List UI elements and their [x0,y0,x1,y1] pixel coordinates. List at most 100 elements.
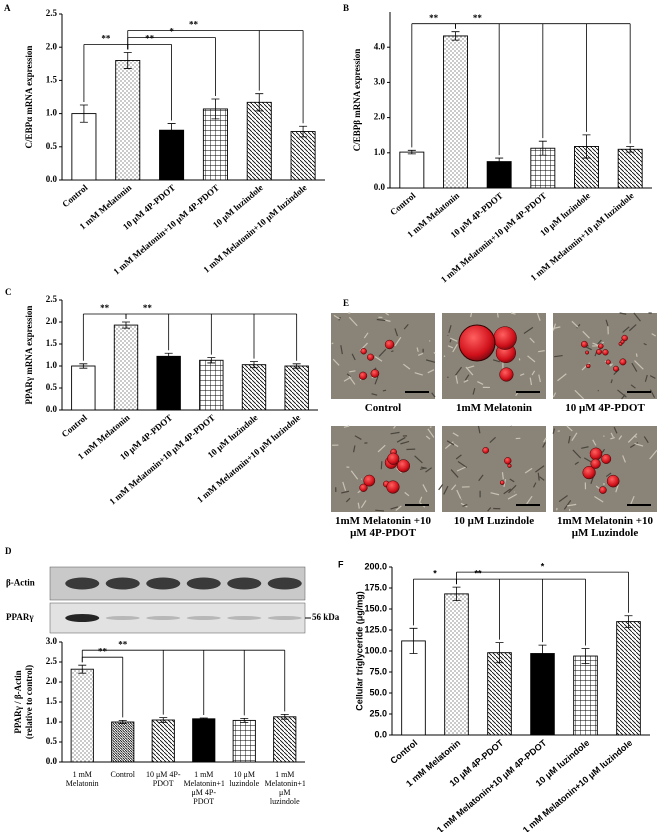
error-bar [495,157,504,166]
blot-band [186,616,221,620]
significance-label: ** [101,34,111,44]
error-bar [299,125,308,138]
blot-band [65,614,100,622]
texture [454,366,463,377]
texture [610,379,613,384]
texture [634,360,644,370]
error-bar [78,664,87,674]
y-tick-label: 1.0 [46,360,58,370]
y-tick-label: 3.0 [374,76,386,86]
micrograph-label: Control [364,402,402,414]
lipid-droplet [360,348,367,355]
blot-band [146,577,181,590]
texture [345,497,351,503]
bar [399,151,425,189]
bar [444,593,469,736]
lipid-droplet [582,466,596,480]
y-tick-label: 1.0 [46,716,58,726]
error-bar [538,644,547,663]
y-tick-label: 2.5 [46,294,58,304]
y-tick-label: 0.5 [46,141,58,151]
texture [466,365,475,369]
texture [629,442,639,449]
bar [71,365,96,411]
texture [394,328,399,337]
blot-marker: 56 kDa [312,612,340,622]
x-tick-label-box: 10 μM luzindole [229,770,259,788]
x-tick-label: Control [110,770,135,779]
lipid-droplet [359,483,368,492]
y-tick-label: 50.0 [369,687,387,697]
texture [403,323,409,330]
texture [438,484,444,491]
texture [628,324,637,332]
texture [643,342,647,346]
x-tick-label: 10 μM 4P-PDOT [145,770,181,788]
texture [456,489,462,499]
lipid-droplet [580,340,588,348]
texture [490,492,500,496]
blot-label: PPARγ [6,612,34,622]
texture [503,488,512,495]
texture [630,384,636,389]
texture [595,485,600,490]
texture [350,470,359,480]
bar [151,719,175,763]
error-bar [199,717,208,720]
bar [246,101,272,181]
error-bar [409,627,418,654]
x-tick-label: 1 mM Melatonin [65,770,99,788]
x-tick-label-box: Control [110,770,135,779]
texture [619,312,627,315]
error-bar [118,720,127,724]
bar [573,655,598,736]
texture [558,494,568,503]
texture [403,363,411,370]
texture [450,469,459,478]
texture [354,435,362,440]
bar [487,652,512,736]
texture [503,478,507,488]
error-bar [581,648,590,664]
x-tick-label-box: 10 μM 4P-PDOT [145,770,181,788]
texture [396,436,406,443]
lipid-droplet [606,474,620,488]
texture [444,441,454,450]
lipid-droplet [396,459,411,473]
bar [159,129,185,181]
micrograph-label: 1mM Melatonin [455,402,533,414]
texture [509,478,515,483]
texture [382,389,387,392]
y-tick-label: 1.5 [46,696,58,706]
y-tick-label: 2.0 [46,316,58,326]
significance-label: ** [473,13,483,23]
texture [425,435,431,440]
bar [192,718,216,763]
texture [617,389,627,398]
texture [644,374,648,382]
texture [431,392,436,398]
significance-label: ** [474,569,482,579]
y-tick-label: 1.5 [46,74,58,84]
lipid-droplet [363,474,376,487]
texture [543,437,547,443]
lipid-droplet [619,358,627,366]
texture [455,454,462,460]
y-tick-label: 125.0 [364,624,387,634]
texture [349,370,356,373]
bar [273,716,297,763]
texture [643,436,649,443]
texture [425,467,433,473]
texture [510,312,516,315]
texture [605,472,612,478]
micrograph [553,426,657,512]
error-bar [407,149,416,155]
lipid-droplet [620,339,625,344]
significance-label: * [169,27,174,37]
y-tick-label: 25.0 [369,708,387,718]
texture [610,432,614,438]
significance-label: ** [98,646,108,656]
error-bar [79,363,88,369]
texture [419,496,423,503]
y-tick-label: 1.0 [374,147,386,157]
